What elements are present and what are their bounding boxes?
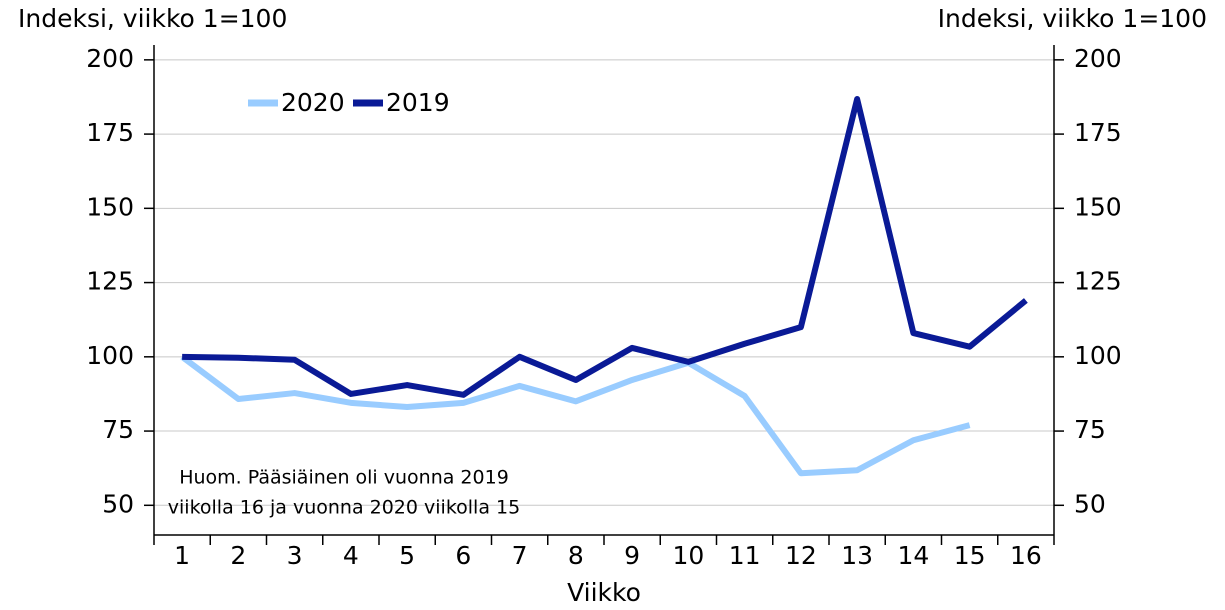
x-tick-label: 6 bbox=[455, 541, 471, 570]
x-tick-label: 3 bbox=[287, 541, 303, 570]
x-tick-label: 13 bbox=[841, 541, 873, 570]
x-tick-label: 8 bbox=[568, 541, 584, 570]
y2-tick-label: 100 bbox=[1074, 341, 1122, 370]
y2-tick-label: 175 bbox=[1074, 118, 1122, 147]
x-tick-label: 12 bbox=[785, 541, 817, 570]
series-line bbox=[180, 354, 971, 477]
y-tick-label: 175 bbox=[86, 118, 134, 147]
y2-tick-label: 50 bbox=[1074, 489, 1106, 518]
y-tick-label: 150 bbox=[86, 192, 134, 221]
y2-tick-label: 200 bbox=[1074, 44, 1122, 73]
y-tick-label: 200 bbox=[86, 44, 134, 73]
y2-tick-label: 150 bbox=[1074, 192, 1122, 221]
y-tick-label: 50 bbox=[102, 489, 134, 518]
x-axis-label: Viikko bbox=[567, 578, 641, 607]
y2-tick-label: 125 bbox=[1074, 267, 1122, 296]
y-tick-label: 100 bbox=[86, 341, 134, 370]
x-tick-label: 14 bbox=[897, 541, 929, 570]
y-axis-label: Indeksi, viikko 1=100 bbox=[18, 4, 287, 33]
x-tick-label: 16 bbox=[1010, 541, 1042, 570]
x-tick-label: 10 bbox=[672, 541, 704, 570]
x-tick-label: 5 bbox=[399, 541, 415, 570]
x-tick-label: 4 bbox=[343, 541, 359, 570]
annotation: Huom. Pääsiäinen oli vuonna 2019 bbox=[179, 467, 509, 489]
x-tick-label: 1 bbox=[174, 541, 190, 570]
x-tick-label: 2 bbox=[230, 541, 246, 570]
y-tick-label: 125 bbox=[86, 267, 134, 296]
x-tick-label: 7 bbox=[512, 541, 528, 570]
y2-axis-label: Indeksi, viikko 1=100 bbox=[938, 4, 1207, 33]
annotation: viikolla 16 ja vuonna 2020 viikolla 15 bbox=[168, 497, 520, 519]
y-tick-label: 75 bbox=[102, 415, 134, 444]
x-tick-label: 9 bbox=[624, 541, 640, 570]
legend-label: 2020 bbox=[281, 88, 345, 117]
x-tick-label: 15 bbox=[954, 541, 986, 570]
series-line bbox=[182, 96, 1028, 398]
x-tick-label: 11 bbox=[729, 541, 761, 570]
legend-label: 2019 bbox=[386, 88, 450, 117]
y2-tick-label: 75 bbox=[1074, 415, 1106, 444]
